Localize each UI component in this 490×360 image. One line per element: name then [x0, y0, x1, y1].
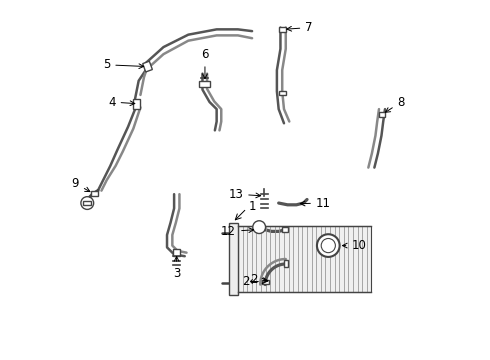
- Bar: [238, 226, 371, 292]
- Text: 7: 7: [287, 21, 313, 34]
- Text: 8: 8: [386, 95, 405, 112]
- Circle shape: [321, 238, 335, 253]
- Bar: [83, 201, 91, 205]
- Text: 10: 10: [343, 239, 366, 252]
- Text: 11: 11: [300, 197, 331, 210]
- Circle shape: [81, 197, 94, 210]
- Text: 2: 2: [250, 273, 268, 286]
- Bar: [143, 61, 152, 72]
- Text: 4: 4: [108, 95, 135, 108]
- Bar: [379, 112, 385, 117]
- Text: 1: 1: [248, 200, 256, 213]
- Bar: [199, 81, 210, 87]
- Bar: [173, 249, 180, 256]
- Text: 13: 13: [228, 188, 261, 201]
- Text: 5: 5: [103, 58, 144, 71]
- Text: 2←: 2←: [242, 275, 259, 288]
- Text: 12: 12: [221, 225, 253, 238]
- Bar: [229, 222, 238, 295]
- Bar: [279, 91, 287, 95]
- Circle shape: [253, 221, 266, 234]
- Text: 6: 6: [201, 48, 209, 78]
- Bar: [284, 260, 289, 267]
- Text: 3: 3: [173, 257, 180, 280]
- Text: 9: 9: [72, 177, 90, 192]
- Bar: [282, 228, 288, 232]
- Circle shape: [317, 234, 340, 257]
- Bar: [133, 99, 141, 109]
- Bar: [262, 280, 269, 284]
- Bar: [279, 27, 287, 32]
- Bar: [91, 192, 98, 195]
